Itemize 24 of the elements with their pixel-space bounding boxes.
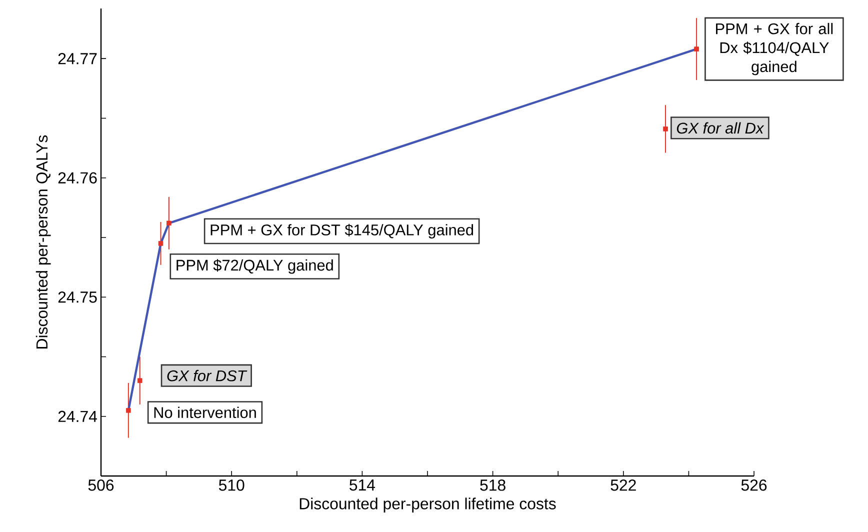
- x-tick-label: 510: [218, 480, 244, 491]
- x-axis-title: Discounted per-person lifetime costs: [300, 498, 556, 513]
- annotation: PPM + GX for DST $145/QALY gained: [210, 224, 474, 238]
- point: [166, 220, 172, 226]
- x-tick-label: 506: [88, 480, 114, 491]
- y-tick-label: 24.76: [58, 172, 97, 184]
- y-tick-label: 24.75: [58, 291, 97, 303]
- point: [137, 378, 142, 383]
- annotation: GX for DST: [167, 370, 248, 382]
- y-tick-label: 24.77: [58, 53, 97, 64]
- x-tick-label: 518: [480, 480, 506, 491]
- point: [158, 241, 164, 246]
- x-tick-label: 514: [350, 480, 376, 491]
- annotation: PPM + GX for all Dx $1104/QALY gained: [716, 22, 833, 76]
- y-tick-label: 24.74: [58, 410, 97, 422]
- annotation: GX for all Dx: [676, 122, 764, 134]
- annotation: PPM $72/QALY gained: [176, 259, 333, 274]
- x-tick-label: 522: [610, 480, 636, 491]
- point: [126, 408, 131, 413]
- y-axis-title: Discounted per-person QALYs: [36, 135, 51, 348]
- point: [694, 46, 699, 52]
- annotation: No intervention: [154, 406, 256, 418]
- point: [663, 126, 668, 132]
- x-tick-label: 526: [741, 480, 767, 491]
